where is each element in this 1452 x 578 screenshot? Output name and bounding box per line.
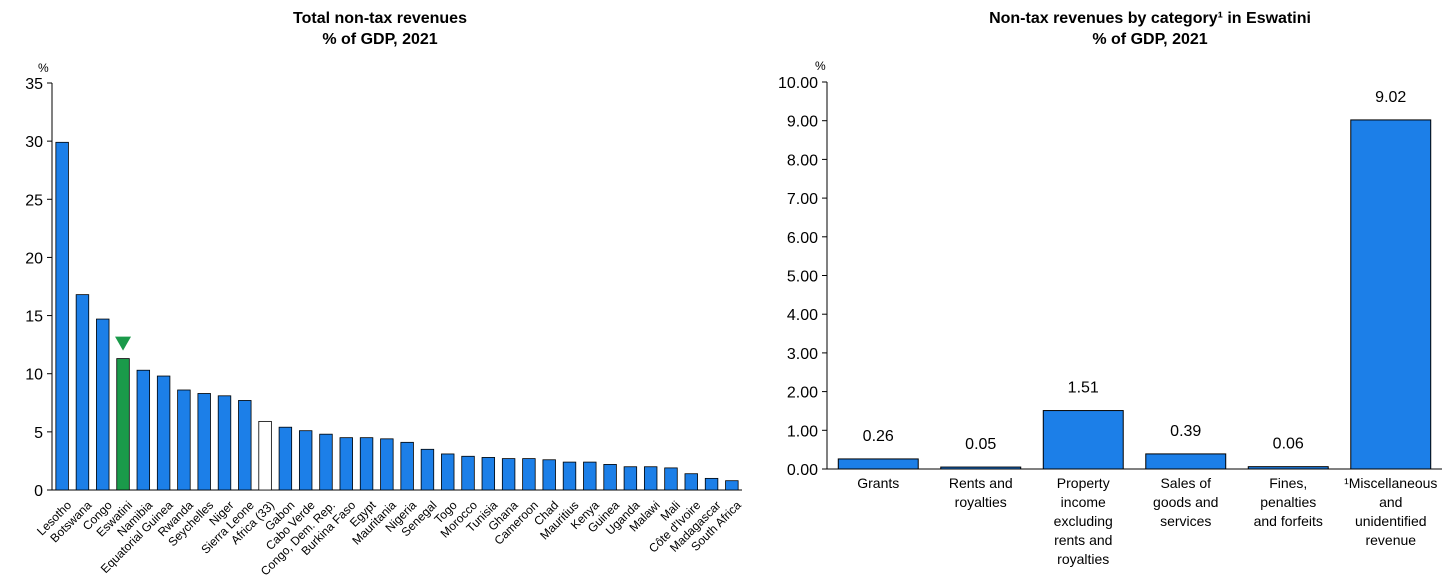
x-tick-label: Property bbox=[1057, 475, 1110, 491]
bar bbox=[156, 375, 171, 491]
data-label: 0.26 bbox=[863, 428, 894, 445]
y-tick-label: 4.00 bbox=[787, 307, 818, 324]
bar bbox=[603, 464, 617, 491]
x-tick-label: income bbox=[1061, 494, 1106, 510]
bar bbox=[319, 433, 333, 491]
bar bbox=[940, 466, 1022, 470]
y-tick-label: 7.00 bbox=[787, 191, 818, 208]
bar bbox=[258, 420, 272, 491]
bar bbox=[298, 430, 313, 491]
bar bbox=[583, 461, 597, 491]
bar bbox=[837, 458, 919, 470]
right-chart-title-line1: Non-tax revenues by category¹ in Eswatin… bbox=[989, 10, 1311, 27]
bar bbox=[664, 467, 678, 491]
y-tick-label: 9.00 bbox=[787, 114, 818, 131]
data-label: 0.05 bbox=[965, 436, 996, 453]
y-tick-label: 0 bbox=[34, 483, 43, 500]
y-tick-label: 20 bbox=[25, 250, 43, 267]
bar bbox=[217, 395, 232, 491]
bar bbox=[623, 466, 638, 491]
x-tick-label: revenue bbox=[1365, 532, 1416, 548]
bar bbox=[380, 438, 394, 491]
x-tick-label: Grants bbox=[857, 475, 899, 491]
left-chart-title: Total non-tax revenues % of GDP, 2021 bbox=[170, 8, 590, 50]
y-tick-label: 2.00 bbox=[787, 385, 818, 402]
bar bbox=[400, 441, 414, 491]
bar bbox=[55, 141, 69, 491]
y-tick-label: 6.00 bbox=[787, 230, 818, 247]
x-tick-label: rents and bbox=[1054, 532, 1112, 548]
bar bbox=[1247, 466, 1329, 470]
bar bbox=[339, 437, 353, 491]
highlight-marker-triangle bbox=[115, 336, 132, 351]
bar bbox=[96, 318, 110, 491]
right-bar-chart: 0.00 1.00 2.00 3.00 4.00 5.00 6.00 7.00 8.00 9.00… bbox=[778, 59, 1442, 567]
bar bbox=[420, 448, 435, 491]
data-label: 1.51 bbox=[1068, 380, 1099, 397]
bar bbox=[501, 458, 516, 491]
y-tick-label: 35 bbox=[25, 76, 43, 93]
bar bbox=[461, 455, 475, 491]
x-tick-label: penalties bbox=[1260, 494, 1316, 510]
y-tick-label: 10.00 bbox=[778, 75, 818, 92]
x-tick-label: and bbox=[1379, 494, 1402, 510]
x-tick-label: Fines, bbox=[1269, 475, 1307, 491]
bar bbox=[522, 458, 536, 491]
y-tick-label: 1.00 bbox=[787, 423, 818, 440]
y-tick-label: 8.00 bbox=[787, 152, 818, 169]
y-tick-label: 3.00 bbox=[787, 346, 818, 363]
data-label: 9.02 bbox=[1375, 89, 1406, 106]
y-unit-label: % bbox=[815, 59, 826, 73]
left-bar-chart: 05101520253035%LesothoBotswanaCongoEswat… bbox=[25, 61, 744, 578]
y-tick-label: 30 bbox=[25, 134, 43, 151]
bar bbox=[197, 393, 211, 491]
x-tick-label: royalties bbox=[955, 494, 1007, 510]
bar bbox=[684, 473, 698, 491]
bar bbox=[725, 480, 739, 491]
x-tick-label: ¹Miscellaneous bbox=[1344, 475, 1437, 491]
bar bbox=[359, 437, 374, 491]
bar bbox=[562, 461, 577, 491]
bar bbox=[1350, 119, 1432, 470]
bar bbox=[1042, 410, 1124, 470]
y-tick-label: 5.00 bbox=[787, 269, 818, 286]
x-tick-label: excluding bbox=[1054, 513, 1113, 529]
bar bbox=[116, 358, 130, 491]
bar bbox=[481, 457, 496, 491]
y-tick-label: 25 bbox=[25, 192, 43, 209]
x-tick-label: Rents and bbox=[949, 475, 1013, 491]
x-tick-label: royalties bbox=[1057, 551, 1109, 567]
x-tick-label: services bbox=[1160, 513, 1211, 529]
bar bbox=[441, 453, 455, 491]
bar bbox=[278, 426, 293, 491]
bar bbox=[1145, 453, 1227, 470]
right-chart-subtitle: % of GDP, 2021 bbox=[1092, 31, 1208, 48]
x-tick-label: Sales of bbox=[1160, 475, 1211, 491]
data-label: 0.39 bbox=[1170, 423, 1201, 440]
bar bbox=[643, 466, 658, 491]
y-tick-label: 15 bbox=[25, 309, 43, 326]
x-tick-label: and forfeits bbox=[1254, 513, 1323, 529]
y-unit-label: % bbox=[38, 61, 49, 75]
right-chart-title: Non-tax revenues by category¹ in Eswatin… bbox=[920, 8, 1380, 50]
y-tick-label: 5 bbox=[34, 425, 43, 442]
bar bbox=[75, 294, 90, 491]
bar bbox=[238, 400, 252, 491]
left-chart-subtitle: % of GDP, 2021 bbox=[322, 31, 438, 48]
bar bbox=[542, 459, 556, 491]
bar bbox=[136, 369, 151, 491]
y-tick-label: 0.00 bbox=[787, 462, 818, 479]
left-chart-title-line1: Total non-tax revenues bbox=[293, 10, 467, 27]
y-tick-label: 10 bbox=[25, 367, 43, 384]
data-label: 0.06 bbox=[1273, 436, 1304, 453]
x-tick-label: unidentified bbox=[1355, 513, 1427, 529]
bar bbox=[704, 477, 719, 491]
x-tick-label: goods and bbox=[1153, 494, 1218, 510]
bar bbox=[177, 389, 191, 491]
